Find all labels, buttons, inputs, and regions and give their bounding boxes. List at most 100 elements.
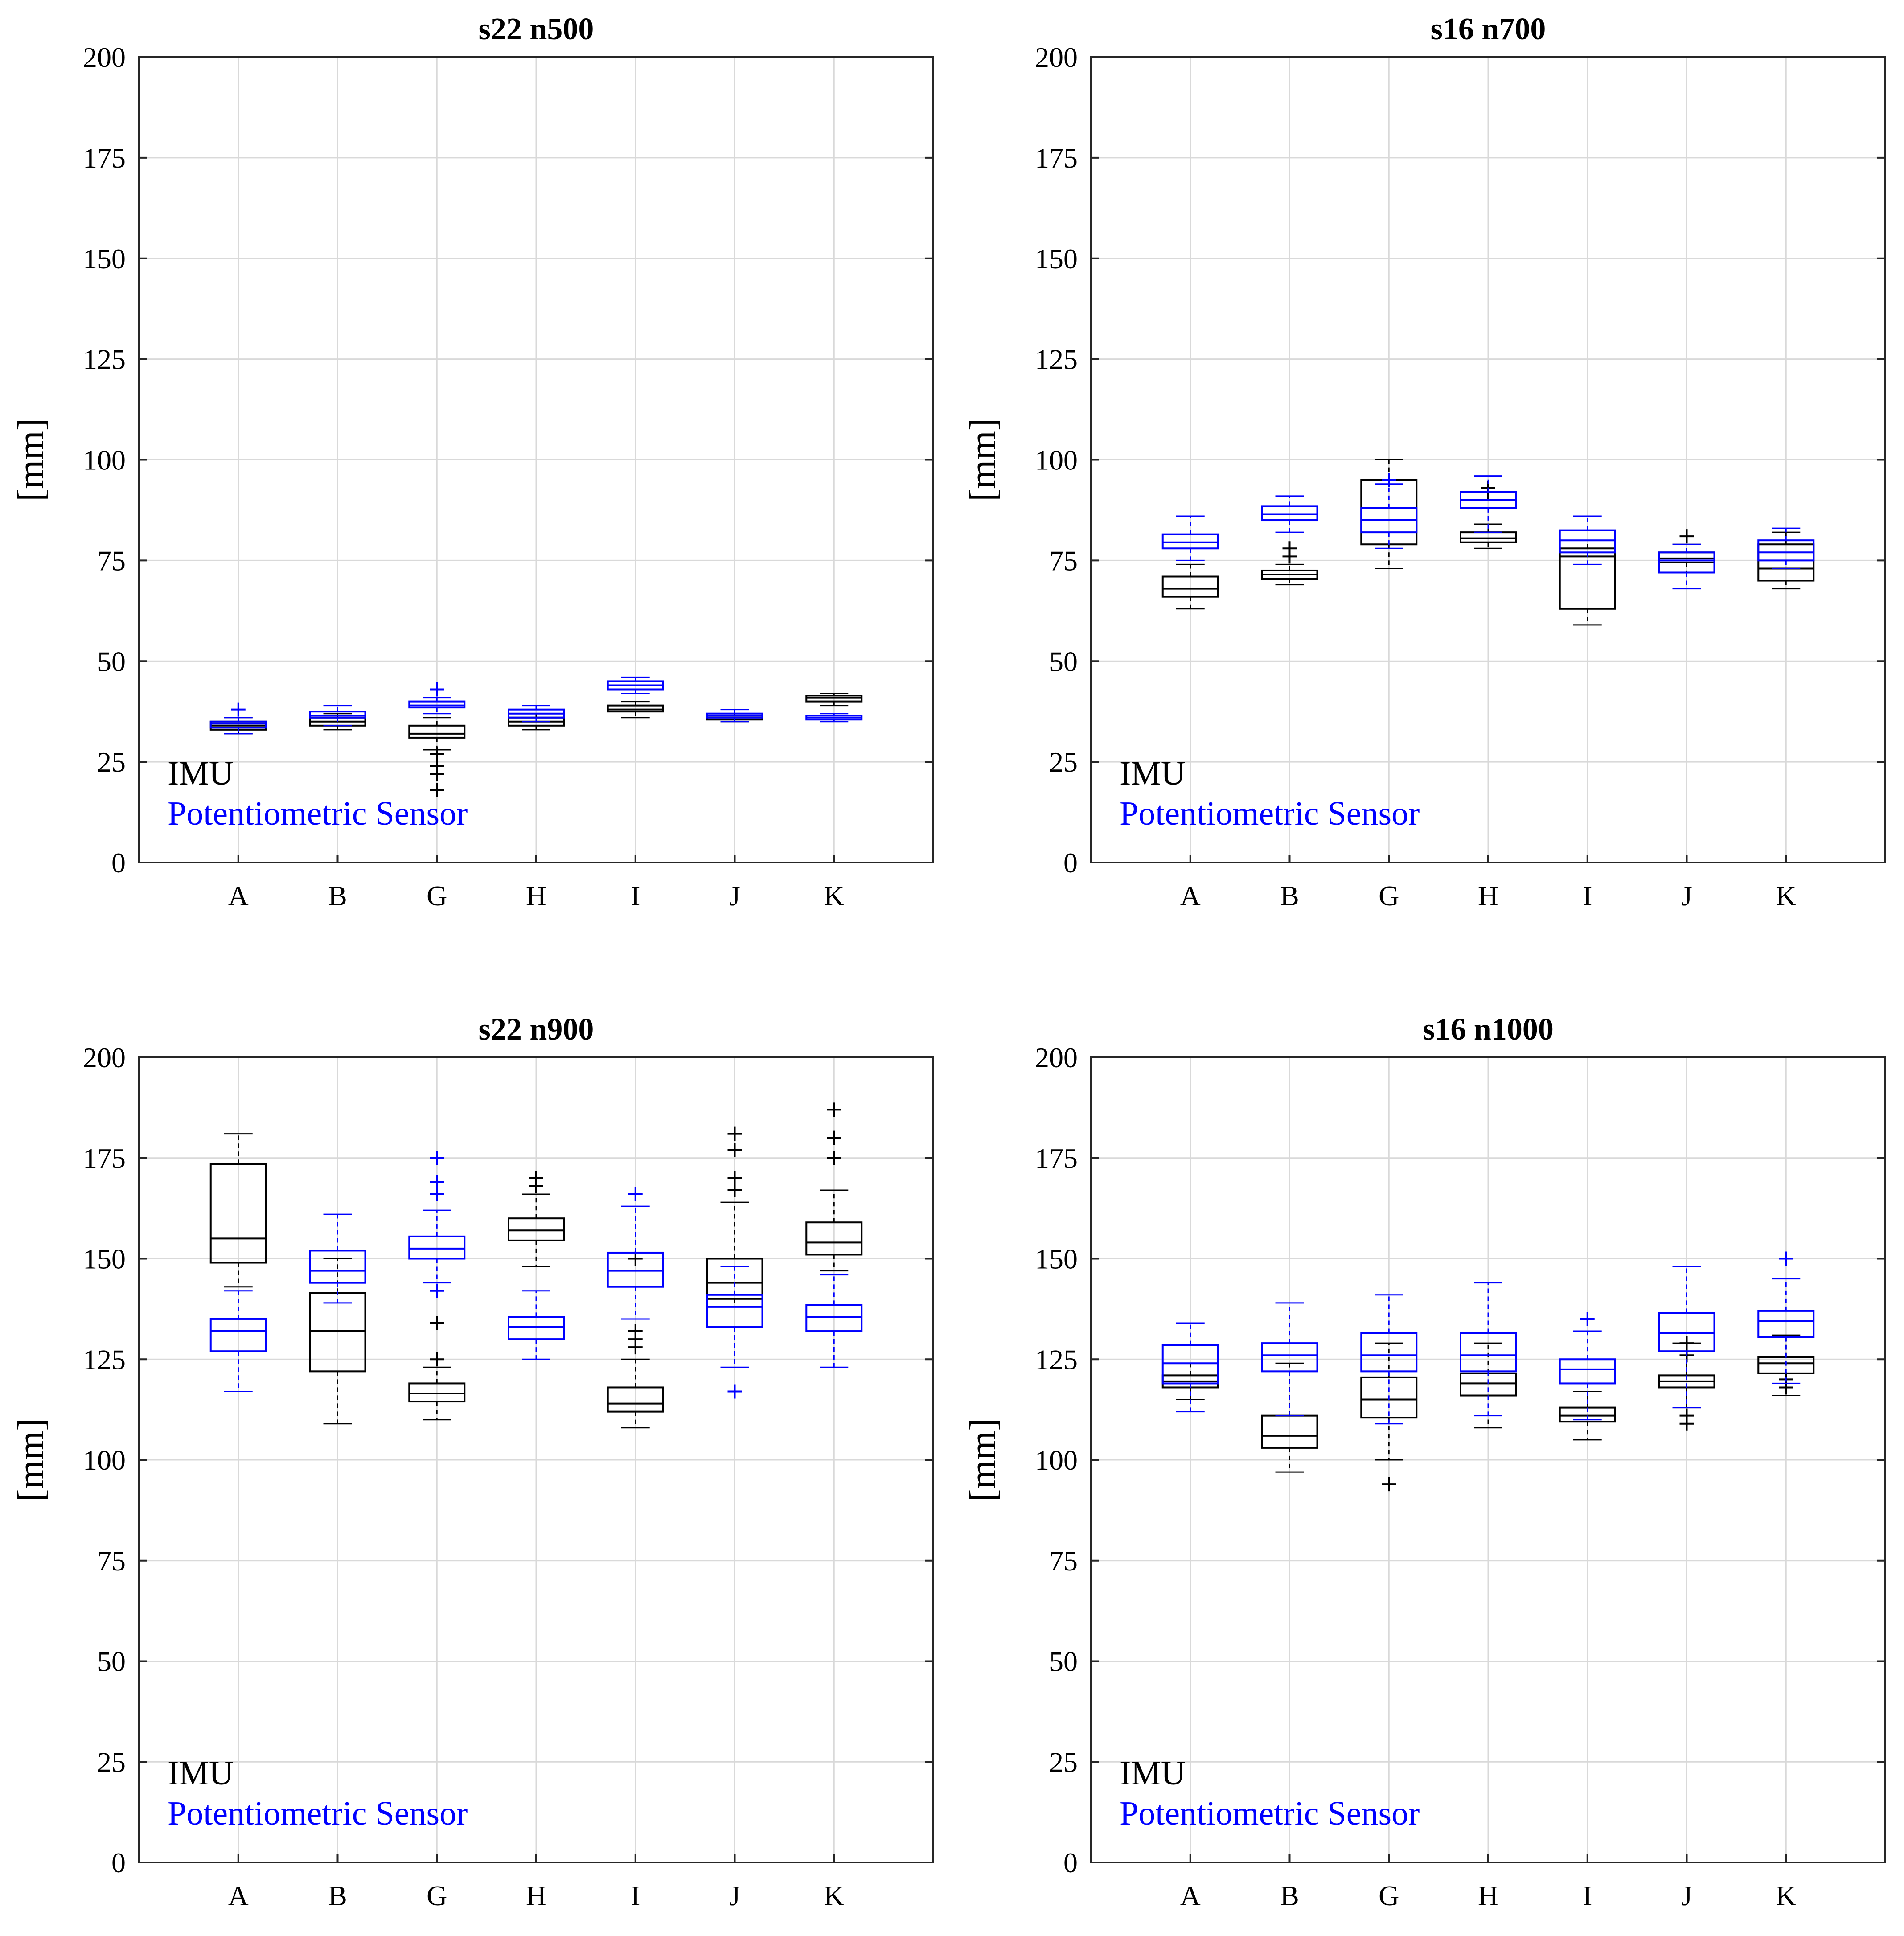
x-tick-label: I: [1583, 1880, 1592, 1911]
box-iqr: [1658, 551, 1715, 574]
x-tick-label: K: [824, 880, 844, 912]
outlier-marker: [1679, 1336, 1694, 1351]
imu-box-K: [805, 693, 863, 707]
y-tick-label: 50: [1049, 645, 1078, 677]
pot-box-I: [607, 1187, 664, 1320]
pot-box-H: [508, 705, 565, 723]
outlier-marker: [1779, 1251, 1793, 1266]
pot-box-I: [1559, 1311, 1616, 1421]
y-tick-label: 150: [1035, 1243, 1078, 1275]
outlier-marker: [727, 1126, 742, 1141]
imu-box-B: [309, 1258, 366, 1425]
box-iqr: [1161, 533, 1219, 550]
pot-box-A: [1161, 1322, 1219, 1413]
y-tick-label: 75: [97, 1545, 126, 1577]
outlier-marker: [430, 1352, 444, 1367]
y-tick-label: 50: [1049, 1646, 1078, 1677]
pot-box-K: [1757, 527, 1815, 569]
imu-box-B: [1261, 541, 1318, 586]
box-iqr: [209, 1318, 267, 1352]
y-axis-label: [mm]: [962, 1418, 1004, 1502]
pot-box-J: [706, 709, 763, 723]
x-tick-label: G: [1379, 880, 1399, 912]
x-tick-label: K: [1776, 880, 1796, 912]
pot-box-B: [309, 1213, 366, 1304]
x-tick-label: J: [1681, 1880, 1692, 1911]
box-iqr: [1360, 1376, 1418, 1419]
pot-box-B: [1261, 1302, 1318, 1417]
box-iqr: [1360, 1332, 1418, 1373]
y-tick-label: 200: [1035, 41, 1078, 73]
y-tick-label: 200: [1035, 1042, 1078, 1073]
outlier-marker: [628, 1324, 643, 1339]
y-tick-label: 25: [1049, 746, 1078, 778]
box-iqr: [607, 1386, 664, 1413]
x-tick-label: B: [328, 1880, 347, 1911]
outlier-marker: [1382, 1477, 1396, 1492]
box-iqr: [805, 1221, 863, 1256]
pot-box-B: [309, 705, 366, 727]
x-tick-label: G: [1379, 1880, 1399, 1911]
box-iqr: [408, 700, 466, 709]
axes-frame: [138, 56, 934, 863]
imu-box-G: [408, 717, 466, 797]
legend-pot: Potentiometric Sensor: [1120, 795, 1420, 832]
x-tick-label: H: [1478, 1880, 1498, 1911]
x-tick-label: K: [824, 1880, 844, 1911]
box-iqr: [408, 1235, 466, 1260]
box-iqr: [1658, 1312, 1715, 1352]
legend-imu: IMU: [168, 1755, 234, 1792]
x-tick-label: I: [631, 1880, 640, 1911]
pot-box-J: [1658, 1266, 1715, 1409]
y-tick-label: 125: [1035, 344, 1078, 375]
box-iqr: [508, 1316, 565, 1340]
outlier-marker: [727, 1183, 742, 1197]
imu-box-A: [1161, 563, 1219, 610]
legend-pot: Potentiometric Sensor: [1120, 1795, 1420, 1832]
x-tick-label: I: [1583, 880, 1592, 912]
box-iqr: [1757, 1310, 1815, 1338]
chart-title: s22 n500: [479, 12, 594, 46]
y-tick-label: 0: [111, 1847, 126, 1878]
box-iqr: [408, 724, 466, 739]
chart-title: s16 n1000: [1423, 1012, 1554, 1047]
y-tick-label: 100: [83, 444, 126, 476]
box-iqr: [209, 720, 267, 729]
outlier-marker: [231, 702, 246, 717]
pot-box-H: [1460, 475, 1517, 533]
outlier-marker: [430, 682, 444, 697]
x-tick-label: H: [1478, 880, 1498, 912]
x-tick-label: B: [1280, 1880, 1299, 1911]
pot-box-J: [706, 1266, 763, 1399]
outlier-marker: [430, 1151, 444, 1165]
y-axis-label: [mm]: [962, 418, 1004, 501]
y-tick-label: 100: [83, 1444, 126, 1476]
x-tick-label: A: [228, 1880, 249, 1911]
imu-box-G: [408, 1315, 466, 1421]
outlier-marker: [430, 747, 444, 761]
box-iqr: [408, 1382, 466, 1403]
pot-box-K: [805, 1274, 863, 1368]
outlier-marker: [628, 1187, 643, 1202]
outlier-marker: [1382, 473, 1396, 487]
y-axis-label: [mm]: [10, 1418, 52, 1502]
outlier-marker: [1282, 541, 1297, 556]
imu-box-G: [1360, 1342, 1418, 1492]
outlier-marker: [529, 1171, 543, 1185]
pot-box-G: [408, 1151, 466, 1298]
pot-box-A: [209, 1290, 267, 1392]
legend-imu: IMU: [1120, 755, 1186, 792]
legend-imu: IMU: [168, 755, 234, 792]
x-tick-label: J: [729, 880, 740, 912]
pot-box-H: [508, 1290, 565, 1360]
outlier-marker: [827, 1151, 841, 1165]
chart-title: s22 n900: [479, 1012, 594, 1047]
x-tick-label: J: [1681, 880, 1692, 912]
box-iqr: [805, 695, 863, 703]
y-tick-label: 100: [1035, 444, 1078, 476]
